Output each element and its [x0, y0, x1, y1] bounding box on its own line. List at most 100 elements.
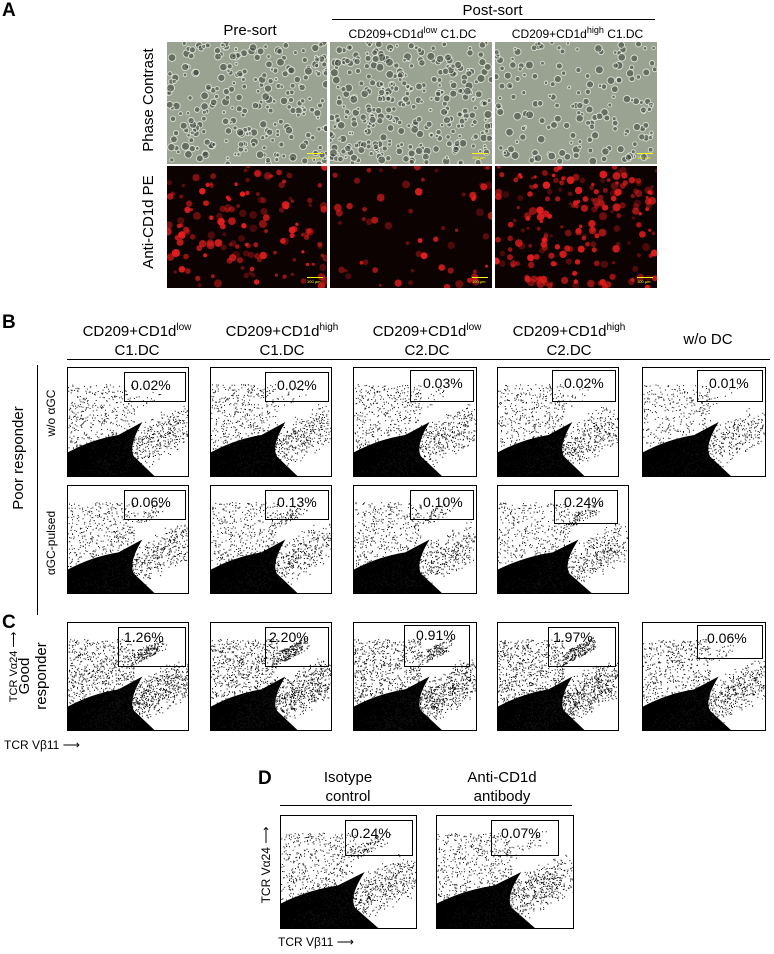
gate-percentage: 0.24%: [351, 825, 391, 841]
cell: [293, 75, 301, 84]
cell: [254, 253, 261, 260]
cell: [375, 106, 383, 115]
cell: [193, 212, 201, 220]
cell: [434, 90, 442, 98]
cell: [527, 191, 533, 197]
event-dots: [643, 639, 765, 730]
cell: [652, 275, 657, 282]
cell: [282, 179, 287, 184]
b-header-rule: [67, 359, 770, 360]
cell: [322, 70, 327, 77]
cell: [610, 189, 618, 198]
good-responder-label: Good responder: [16, 642, 50, 710]
cell: [612, 172, 621, 180]
cell: [384, 221, 393, 230]
cell: [545, 196, 550, 202]
cell: [368, 151, 374, 157]
cell: [476, 74, 486, 83]
flow-plot: 0.02%: [67, 367, 189, 477]
cell: [210, 274, 215, 279]
cell: [281, 70, 289, 78]
cell: [249, 211, 257, 219]
cell: [622, 180, 628, 187]
cell: [628, 278, 635, 286]
cell: [537, 276, 543, 282]
cell: [186, 133, 191, 138]
scale-bar: 100 µm: [637, 277, 653, 284]
cell: [449, 81, 458, 90]
cell: [505, 127, 514, 137]
cell: [612, 245, 620, 253]
cell: [568, 202, 572, 206]
cell: [498, 260, 506, 267]
cell: [392, 119, 397, 124]
cell: [636, 222, 642, 228]
cell: [330, 148, 338, 158]
cell: [613, 225, 621, 232]
cell: [555, 196, 561, 202]
cell: [507, 221, 514, 228]
cell: [418, 59, 426, 67]
cell: [572, 281, 580, 288]
cell: [372, 267, 379, 273]
cell: [249, 266, 255, 272]
gate-percentage: 0.91%: [416, 627, 456, 643]
cell: [527, 254, 535, 262]
cell: [482, 233, 490, 240]
cell: [651, 66, 657, 73]
cell: [167, 71, 173, 77]
cell: [509, 61, 517, 69]
cell: [644, 285, 650, 288]
cell: [340, 86, 347, 93]
cell: [330, 68, 339, 78]
cell: [607, 102, 613, 108]
cell: [549, 81, 556, 88]
cell: [581, 235, 587, 241]
cell: [617, 53, 626, 62]
cell: [593, 189, 599, 195]
cell: [536, 213, 545, 221]
cell: [572, 173, 580, 181]
cell: [642, 68, 651, 77]
cell: [247, 131, 253, 136]
cell: [265, 104, 270, 110]
panel-b-label: B: [2, 312, 16, 333]
cell: [313, 109, 322, 118]
cell: [654, 169, 657, 173]
cell: [236, 70, 244, 78]
cell: [224, 94, 231, 101]
c-x-axis-label: TCR Vβ11 ⟶: [4, 738, 80, 752]
cell: [275, 83, 282, 89]
cell: [261, 145, 267, 151]
cell: [335, 209, 343, 217]
cell: [449, 89, 458, 98]
cell: [556, 45, 562, 51]
cell: [330, 114, 336, 122]
flow-plot: 0.06%: [67, 485, 189, 594]
cell: [414, 188, 423, 196]
cell: [404, 90, 411, 97]
cell: [321, 61, 327, 68]
cell: [580, 204, 589, 212]
cell: [415, 250, 422, 258]
cell: [443, 116, 451, 125]
cell: [315, 71, 322, 77]
cell: [225, 195, 230, 200]
event-dots: [354, 502, 476, 593]
cell: [376, 193, 385, 202]
gate-percentage: 2.20%: [269, 629, 309, 645]
cell: [648, 228, 652, 232]
cell: [319, 98, 325, 104]
cell: [542, 210, 550, 218]
event-dots: [437, 831, 573, 928]
cell: [648, 188, 655, 196]
cell: [189, 234, 196, 240]
cell: [520, 228, 525, 233]
cell: [639, 231, 646, 238]
cell: [499, 250, 506, 257]
cell: [601, 147, 610, 156]
cell: [455, 228, 459, 232]
cell: [255, 88, 261, 94]
cell: [282, 274, 287, 279]
cell: [267, 78, 274, 85]
